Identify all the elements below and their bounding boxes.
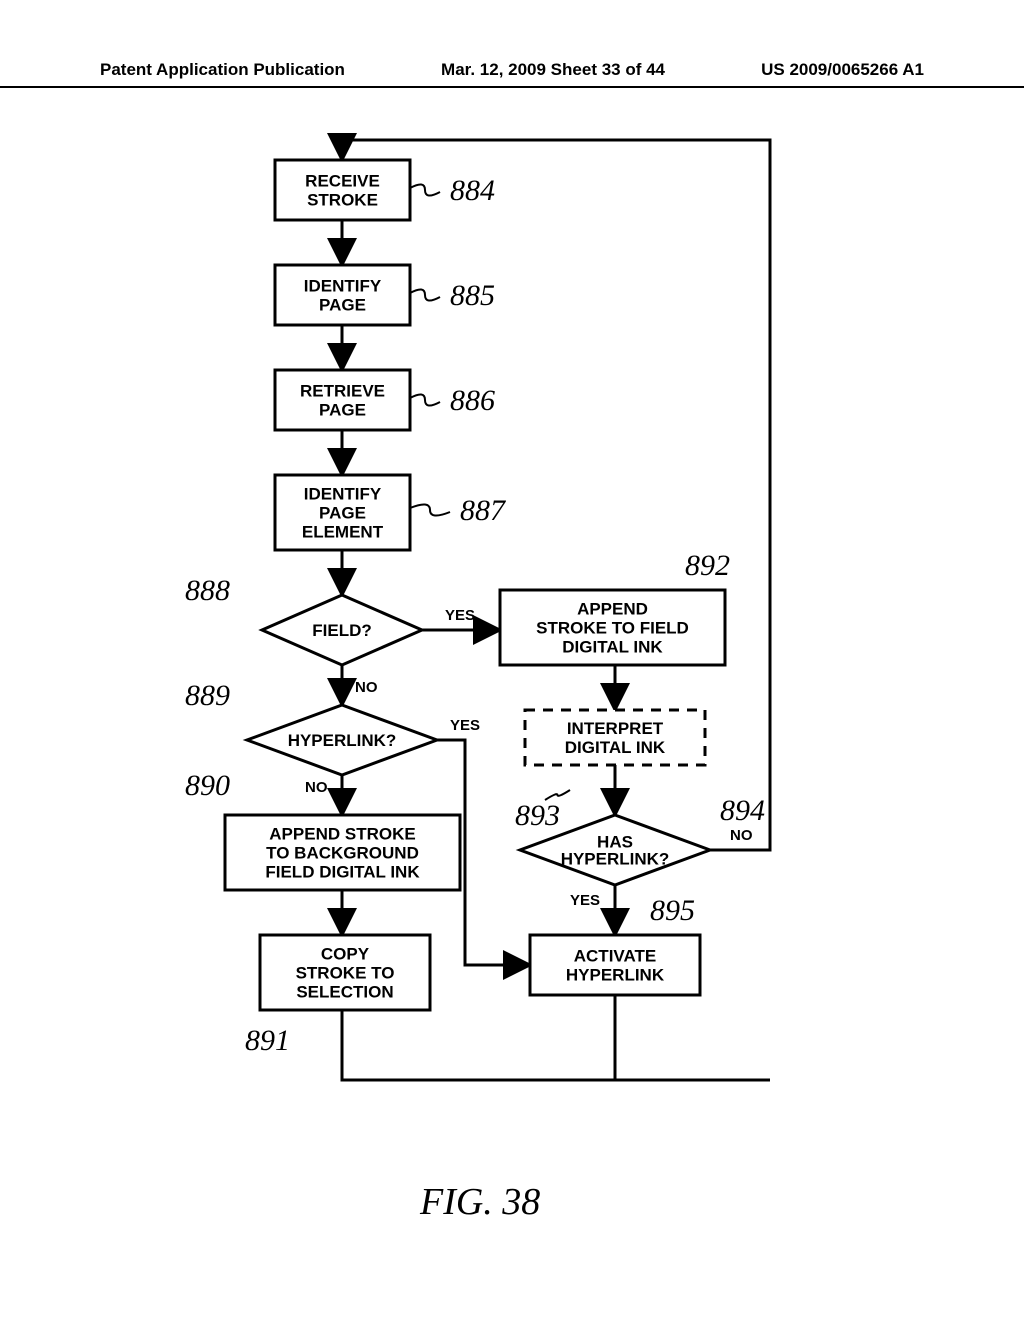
svg-text:YES: YES [570, 892, 600, 909]
svg-text:ACTIVATE: ACTIVATE [574, 947, 656, 966]
svg-text:888: 888 [185, 574, 230, 607]
svg-text:HYPERLINK?: HYPERLINK? [288, 731, 397, 750]
svg-text:889: 889 [185, 679, 230, 712]
svg-text:YES: YES [445, 607, 475, 624]
svg-text:APPEND STROKE: APPEND STROKE [269, 825, 415, 844]
svg-text:TO BACKGROUND: TO BACKGROUND [266, 844, 419, 863]
svg-text:DIGITAL INK: DIGITAL INK [562, 638, 663, 657]
svg-text:893: 893 [515, 799, 560, 832]
svg-text:IDENTIFY: IDENTIFY [304, 485, 382, 504]
svg-text:COPY: COPY [321, 945, 370, 964]
svg-text:DIGITAL INK: DIGITAL INK [565, 738, 666, 757]
page-header: Patent Application Publication Mar. 12, … [0, 60, 1024, 88]
svg-text:PAGE: PAGE [319, 296, 366, 315]
svg-text:NO: NO [305, 779, 328, 796]
svg-text:INTERPRET: INTERPRET [567, 719, 664, 738]
svg-text:886: 886 [450, 384, 495, 417]
svg-text:NO: NO [355, 679, 378, 696]
svg-text:FIELD DIGITAL INK: FIELD DIGITAL INK [265, 863, 420, 882]
svg-text:RETRIEVE: RETRIEVE [300, 382, 385, 401]
svg-text:PAGE: PAGE [319, 401, 366, 420]
svg-text:NO: NO [730, 827, 753, 844]
svg-text:STROKE: STROKE [307, 191, 378, 210]
svg-text:892: 892 [685, 549, 730, 582]
header-right: US 2009/0065266 A1 [761, 60, 924, 80]
header-left: Patent Application Publication [100, 60, 345, 80]
svg-text:APPEND: APPEND [577, 600, 648, 619]
svg-text:HYPERLINK?: HYPERLINK? [561, 850, 670, 869]
svg-text:STROKE TO: STROKE TO [296, 964, 395, 983]
svg-text:STROKE TO FIELD: STROKE TO FIELD [536, 619, 689, 638]
svg-text:891: 891 [245, 1024, 290, 1057]
svg-text:HYPERLINK: HYPERLINK [566, 966, 665, 985]
svg-text:PAGE: PAGE [319, 504, 366, 523]
svg-text:895: 895 [650, 894, 695, 927]
svg-text:890: 890 [185, 769, 230, 802]
figure-label: FIG. 38 [420, 1180, 540, 1224]
svg-text:RECEIVE: RECEIVE [305, 172, 380, 191]
svg-text:887: 887 [460, 494, 507, 527]
svg-text:FIELD?: FIELD? [312, 621, 372, 640]
svg-text:SELECTION: SELECTION [296, 983, 393, 1002]
svg-text:IDENTIFY: IDENTIFY [304, 277, 382, 296]
svg-text:ELEMENT: ELEMENT [302, 523, 384, 542]
svg-text:YES: YES [450, 717, 480, 734]
header-center: Mar. 12, 2009 Sheet 33 of 44 [441, 60, 665, 80]
svg-text:884: 884 [450, 174, 495, 207]
svg-text:894: 894 [720, 794, 765, 827]
svg-text:885: 885 [450, 279, 495, 312]
flowchart-diagram: RECEIVESTROKEIDENTIFYPAGERETRIEVEPAGEIDE… [130, 130, 870, 1170]
